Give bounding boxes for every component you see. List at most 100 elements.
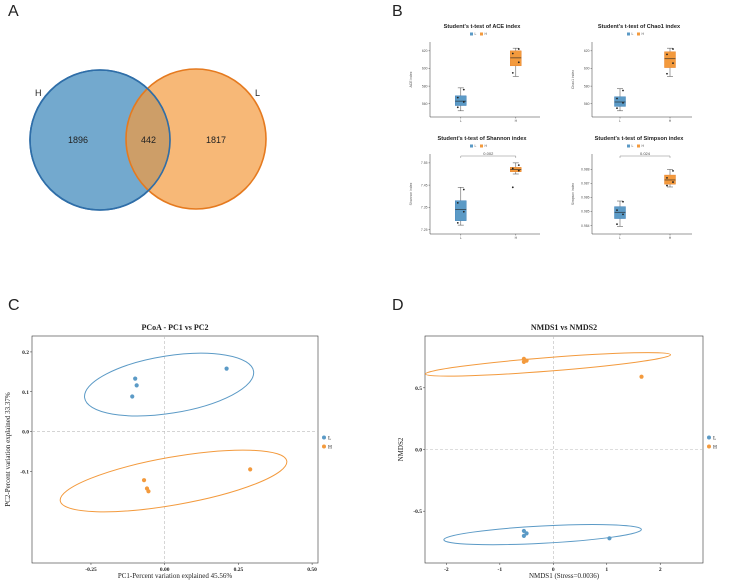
data-point: [672, 169, 674, 172]
legend-swatch-h: [480, 32, 483, 36]
sample-point-l: [133, 376, 138, 381]
data-point: [517, 164, 520, 167]
data-point: [616, 107, 618, 110]
data-point: [462, 88, 465, 91]
y-axis-label: ACE index: [409, 71, 413, 87]
x-tick-label: L: [460, 119, 462, 123]
data-point: [672, 62, 674, 65]
confidence-ellipse-h: [59, 449, 288, 513]
data-point: [672, 48, 674, 50]
data-point: [616, 97, 618, 100]
data-point: [456, 106, 459, 109]
y-tick-label: 7.25: [421, 228, 428, 232]
plot-frame: [31, 335, 319, 564]
x-tick-label: 0.50: [307, 567, 317, 573]
venn-label-l: L: [255, 88, 260, 98]
y-tick-label: 0.985: [581, 210, 590, 214]
sample-point-h: [639, 374, 644, 379]
sample-point-l: [130, 394, 135, 399]
data-point: [462, 188, 465, 191]
x-tick-label: H: [515, 119, 518, 123]
x-tick-label: H: [515, 236, 518, 240]
y-tick-label: 0.986: [581, 196, 590, 200]
y-tick-label: 0.5: [415, 386, 422, 392]
legend-label-l: L: [713, 436, 717, 442]
boxplot-1: Student's t-test of ACE index L H 560 580 600…: [409, 24, 540, 123]
data-point: [666, 72, 668, 75]
legend-label-h: H: [328, 445, 332, 451]
sample-point-l: [224, 366, 229, 371]
boxplot-title: Student's t-test of Shannon index: [438, 136, 528, 142]
y-tick-label: 580: [422, 84, 428, 88]
box-h: [664, 174, 676, 185]
y-tick-label: 600: [584, 67, 590, 71]
p-value-label: 0.002: [483, 151, 494, 156]
legend-swatch-h: [480, 144, 483, 148]
data-point: [511, 186, 514, 189]
y-tick-label: 7.45: [421, 183, 428, 187]
data-point: [517, 48, 520, 50]
sample-point-l: [521, 528, 527, 534]
legend-label-l: L: [328, 436, 332, 442]
legend-swatch-l: [470, 144, 473, 148]
data-point: [622, 101, 624, 104]
y-tick-label: 0.2: [22, 350, 29, 356]
legend-swatch-h: [637, 32, 640, 36]
y-tick-label: 620: [422, 49, 428, 53]
data-point: [511, 52, 514, 55]
data-point: [666, 184, 668, 187]
y-tick-label: 0.987: [581, 182, 590, 186]
legend-label-l: L: [475, 32, 477, 36]
boxplot-2: Student's t-test of Chao1 index L H 560 580 6…: [571, 24, 692, 123]
x-tick-label: L: [460, 236, 462, 240]
panel-letter-c: C: [8, 297, 20, 314]
legend-label-h: H: [642, 144, 645, 148]
p-value-label: 0.024: [640, 151, 651, 156]
x-axis-label: PC1-Percent variation explained 45.56%: [118, 572, 232, 580]
legend-label-h: H: [642, 32, 645, 36]
y-tick-label: 600: [422, 67, 428, 71]
venn-label-h: H: [35, 88, 42, 98]
y-tick-label: 0.984: [581, 224, 590, 228]
scatter-chart-1: PCoA - PC1 vs PC2 -0.25 0.00 0.25 0.50 0.2 0.1…: [4, 323, 332, 580]
data-point: [511, 167, 514, 170]
venn-count-h-only: 1896: [68, 135, 88, 145]
x-tick-label: 0: [552, 567, 555, 573]
box-l: [455, 95, 467, 106]
y-tick-label: 7.35: [421, 206, 428, 210]
data-point: [462, 210, 465, 213]
y-axis-label: Simpson index: [571, 183, 575, 206]
boxplot-title: Student's t-test of Chao1 index: [598, 24, 681, 30]
y-tick-label: 0.0: [415, 448, 422, 454]
chart-title: NMDS1 vs NMDS2: [531, 323, 597, 332]
data-point: [456, 201, 459, 204]
data-point: [616, 223, 618, 226]
panel-letter-b: B: [392, 3, 403, 20]
data-point: [616, 209, 618, 212]
sample-point-l: [524, 531, 529, 536]
venn-circle-h-outline: [29, 69, 171, 211]
x-axis-label: NMDS1 (Stress=0.0036): [529, 572, 600, 580]
venn-count-l-only: 1817: [206, 135, 226, 145]
venn-count-overlap: 442: [141, 135, 156, 145]
data-point: [517, 61, 520, 64]
data-point: [462, 101, 465, 103]
y-axis-label: Chao1 index: [571, 70, 575, 89]
box-l: [614, 96, 626, 107]
sample-point-h: [146, 489, 151, 494]
x-tick-label: 1: [605, 567, 608, 573]
legend-label-l: L: [475, 144, 477, 148]
legend-marker-l: [707, 435, 711, 440]
sample-point-l: [134, 383, 139, 388]
x-tick-label: 2: [659, 567, 662, 573]
boxplot-3: Student's t-test of Shannon index L H 7.25 7…: [409, 136, 540, 240]
y-tick-label: 560: [422, 102, 428, 106]
data-point: [666, 176, 668, 179]
data-point: [456, 96, 459, 99]
data-point: [622, 200, 624, 203]
box-h: [664, 51, 676, 68]
sample-point-l: [607, 536, 612, 541]
boxplot-panel: Student's t-test of ACE index L H 560 580 600…: [409, 24, 692, 240]
chart-title: PCoA - PC1 vs PC2: [141, 323, 208, 332]
x-tick-label: -2: [444, 567, 449, 573]
